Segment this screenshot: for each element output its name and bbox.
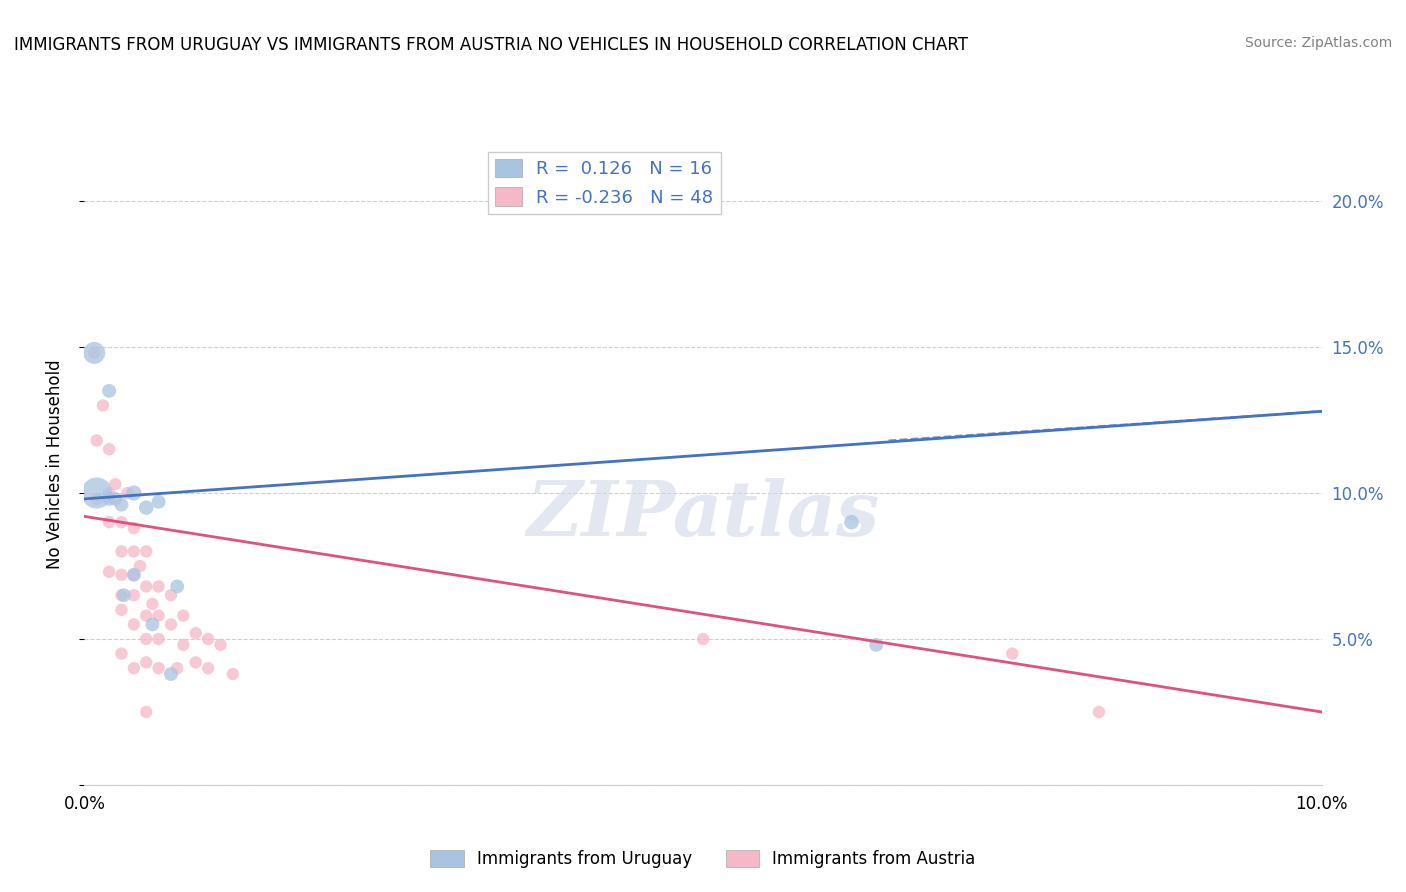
Point xyxy=(222,667,245,681)
Point xyxy=(110,515,132,529)
Point xyxy=(98,565,121,579)
Point xyxy=(86,434,108,448)
Point xyxy=(110,567,132,582)
Point xyxy=(692,632,714,646)
Point xyxy=(135,656,157,670)
Point xyxy=(148,579,170,593)
Point xyxy=(160,617,183,632)
Point xyxy=(1001,647,1024,661)
Point xyxy=(209,638,232,652)
Point xyxy=(135,608,157,623)
Point xyxy=(1088,705,1111,719)
Point xyxy=(110,603,132,617)
Point xyxy=(104,491,127,506)
Point xyxy=(117,486,139,500)
Point xyxy=(172,638,194,652)
Point xyxy=(122,567,145,582)
Text: Source: ZipAtlas.com: Source: ZipAtlas.com xyxy=(1244,36,1392,50)
Point xyxy=(122,661,145,675)
Point xyxy=(122,521,145,535)
Point xyxy=(129,559,152,574)
Point xyxy=(110,588,132,602)
Point xyxy=(110,498,132,512)
Point xyxy=(135,632,157,646)
Point xyxy=(141,617,163,632)
Point xyxy=(160,588,183,602)
Point xyxy=(110,647,132,661)
Point xyxy=(110,544,132,558)
Point xyxy=(148,608,170,623)
Point xyxy=(91,399,114,413)
Y-axis label: No Vehicles in Household: No Vehicles in Household xyxy=(45,359,63,569)
Text: IMMIGRANTS FROM URUGUAY VS IMMIGRANTS FROM AUSTRIA NO VEHICLES IN HOUSEHOLD CORR: IMMIGRANTS FROM URUGUAY VS IMMIGRANTS FR… xyxy=(14,36,969,54)
Point xyxy=(148,661,170,675)
Text: ZIPatlas: ZIPatlas xyxy=(526,478,880,552)
Point xyxy=(98,442,121,457)
Point xyxy=(184,626,207,640)
Point xyxy=(98,384,121,398)
Point xyxy=(172,608,194,623)
Point xyxy=(197,632,219,646)
Point xyxy=(83,346,105,360)
Point xyxy=(135,500,157,515)
Point xyxy=(98,491,121,506)
Point xyxy=(160,667,183,681)
Point xyxy=(122,567,145,582)
Point xyxy=(98,515,121,529)
Point xyxy=(83,346,105,360)
Point xyxy=(135,705,157,719)
Point xyxy=(148,495,170,509)
Point xyxy=(135,544,157,558)
Point xyxy=(865,638,887,652)
Point xyxy=(166,579,188,593)
Point xyxy=(86,486,108,500)
Point xyxy=(112,588,135,602)
Legend: Immigrants from Uruguay, Immigrants from Austria: Immigrants from Uruguay, Immigrants from… xyxy=(423,843,983,875)
Legend: R =  0.126   N = 16, R = -0.236   N = 48: R = 0.126 N = 16, R = -0.236 N = 48 xyxy=(488,152,720,214)
Point xyxy=(104,477,127,491)
Point xyxy=(841,515,863,529)
Point xyxy=(166,661,188,675)
Point xyxy=(122,544,145,558)
Point xyxy=(122,617,145,632)
Point xyxy=(122,588,145,602)
Point xyxy=(141,597,163,611)
Point xyxy=(135,579,157,593)
Point xyxy=(86,491,108,506)
Point xyxy=(184,656,207,670)
Point xyxy=(197,661,219,675)
Point xyxy=(98,486,121,500)
Point xyxy=(148,632,170,646)
Point xyxy=(122,486,145,500)
